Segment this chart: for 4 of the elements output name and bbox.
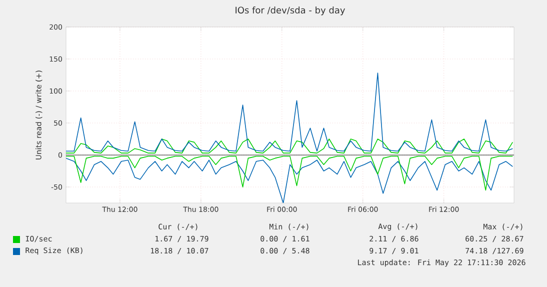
line-series [66,72,514,152]
line-series [66,158,514,203]
line-series [66,138,514,154]
chart-title: IOs for /dev/sda - by day [236,6,346,16]
